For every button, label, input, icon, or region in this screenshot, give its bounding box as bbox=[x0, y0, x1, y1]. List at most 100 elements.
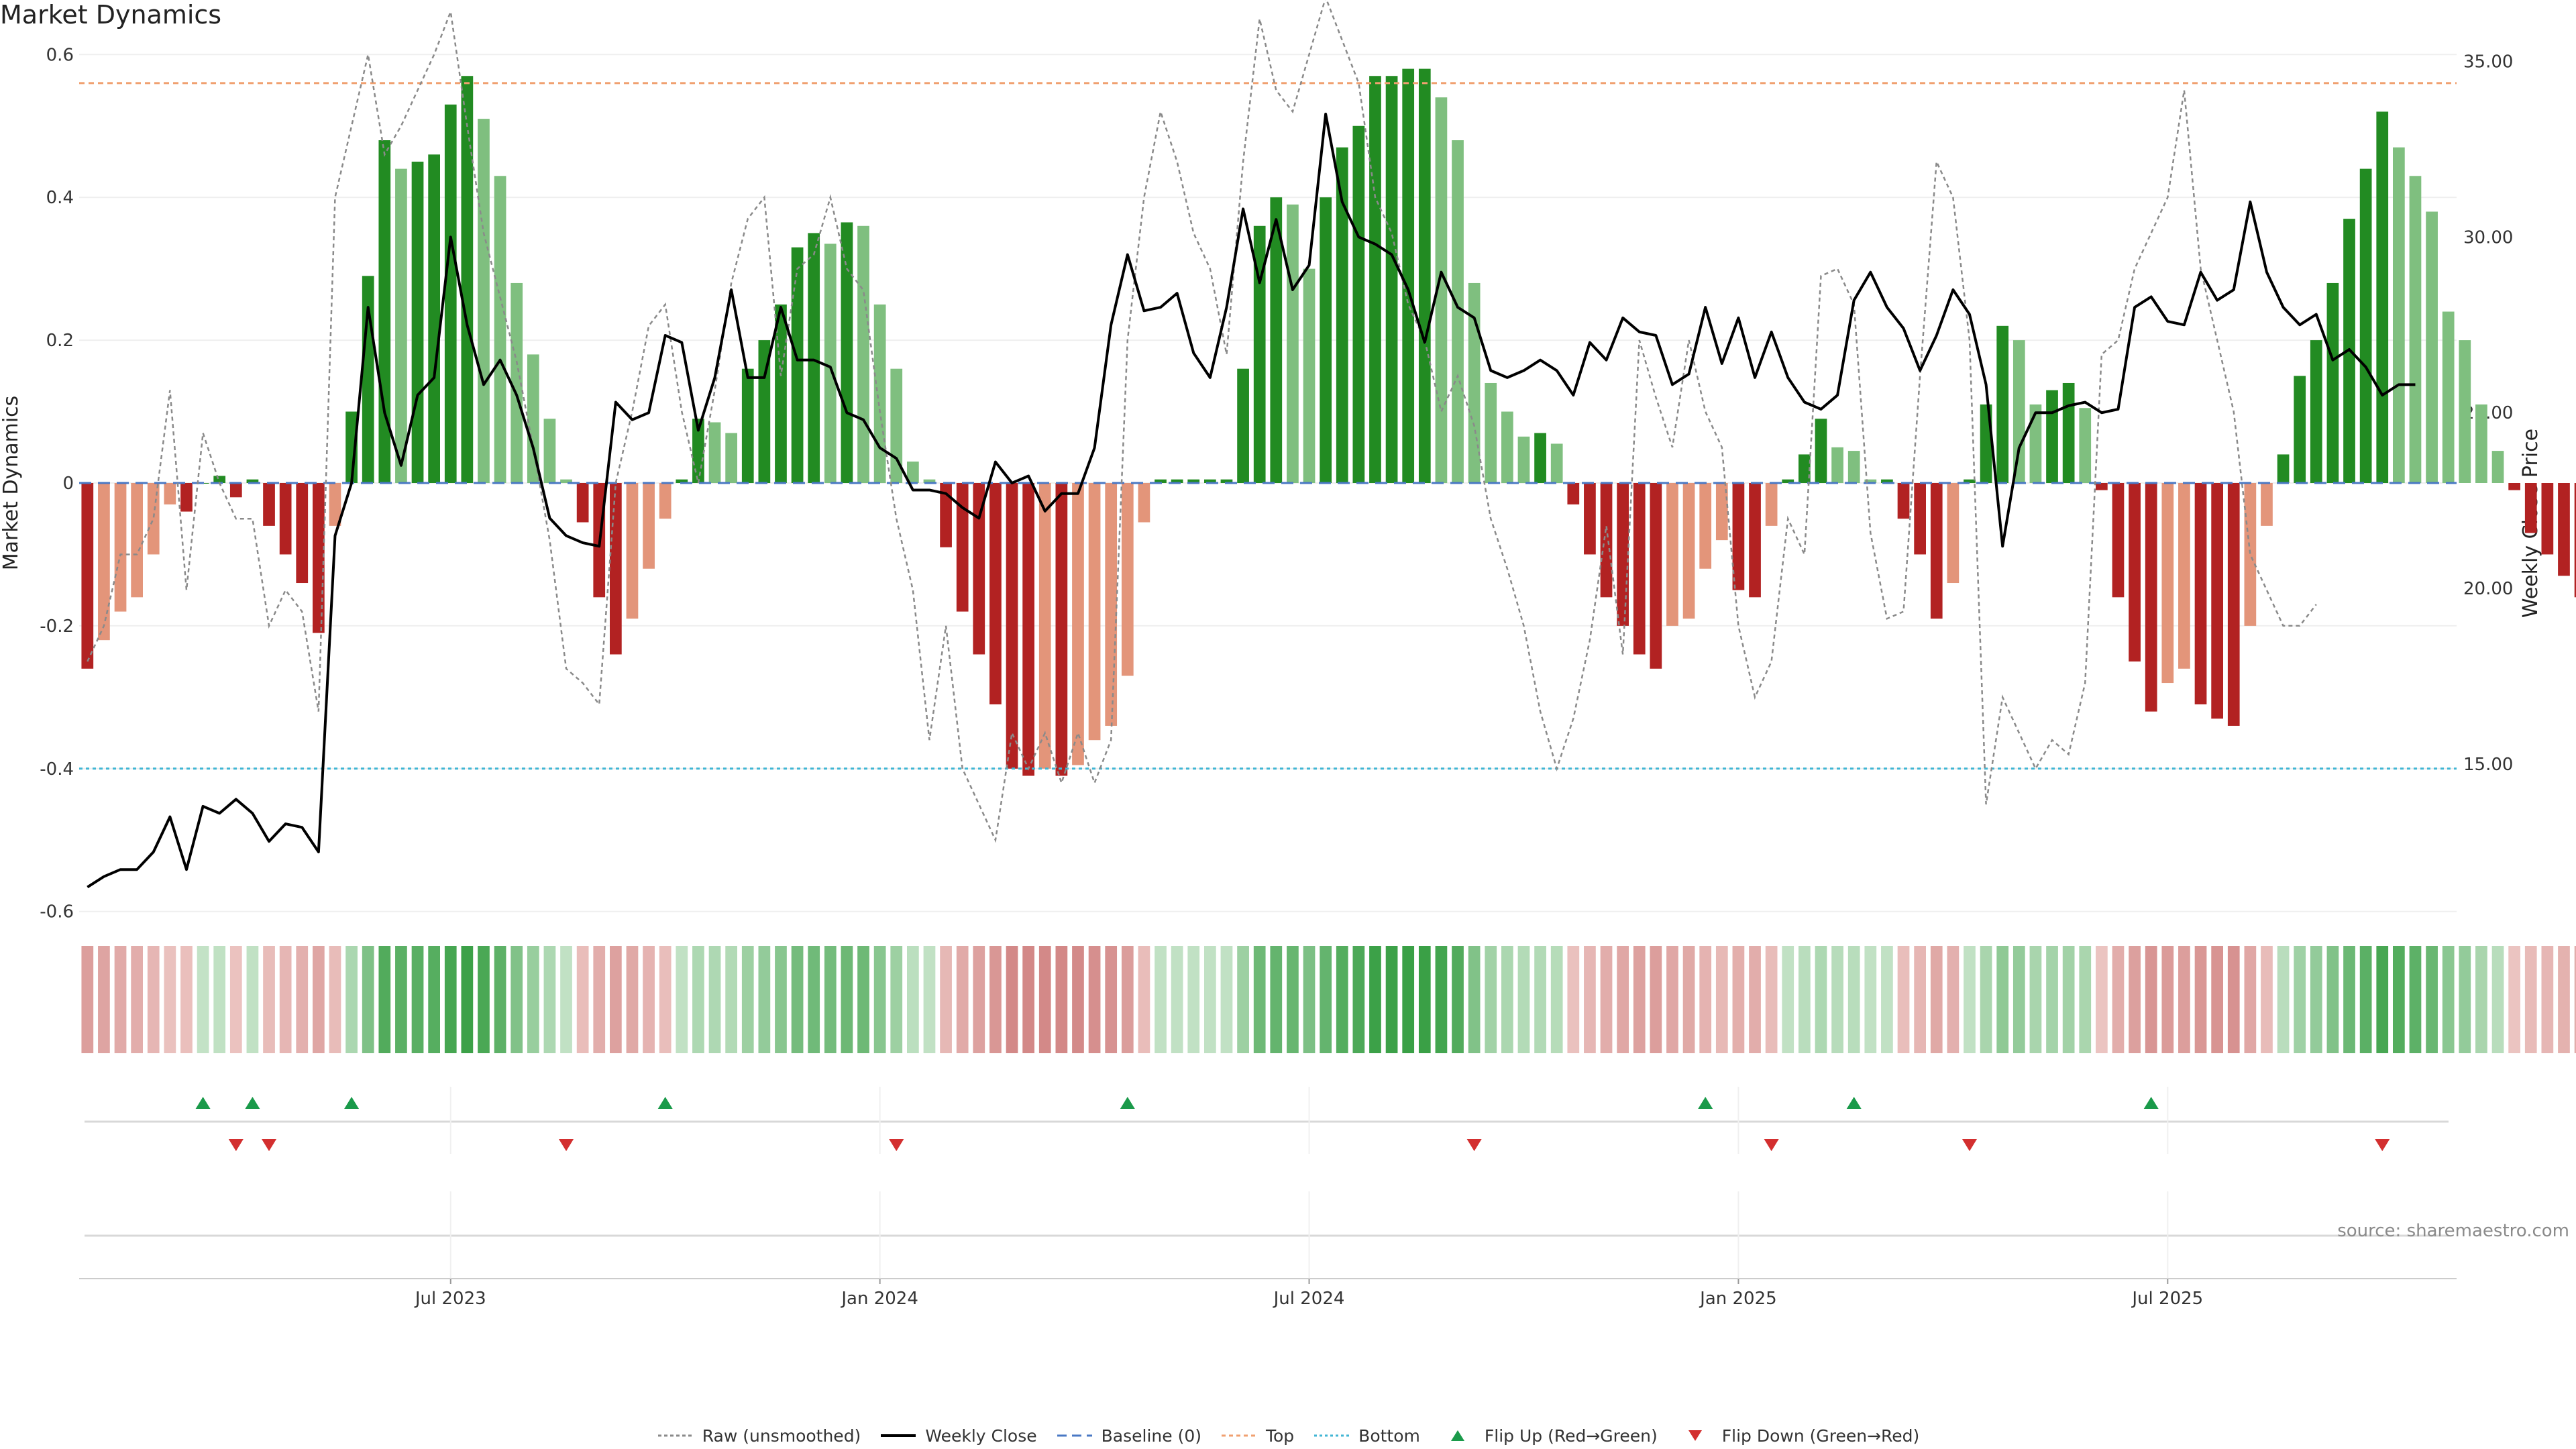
heat-strip-cell bbox=[2012, 946, 2025, 1053]
bar bbox=[1336, 147, 1348, 483]
heat-strip-cell bbox=[1369, 946, 1381, 1053]
heat-strip-cell bbox=[1666, 946, 1678, 1053]
flip-down-marker bbox=[228, 1139, 244, 1151]
heat-strip-cell bbox=[626, 946, 639, 1053]
bar bbox=[1121, 483, 1134, 676]
y2-tick-label: 30.00 bbox=[2463, 227, 2513, 248]
heat-strip-cell bbox=[1732, 946, 1745, 1053]
bar bbox=[2062, 382, 2075, 483]
heat-strip-cell bbox=[494, 946, 506, 1053]
heat-strip-cell bbox=[2376, 946, 2389, 1053]
bar bbox=[2112, 483, 2125, 598]
bar bbox=[147, 483, 160, 555]
heat-strip-cell bbox=[1765, 946, 1778, 1053]
bar bbox=[2508, 483, 2520, 490]
heat-strip-cell bbox=[81, 946, 94, 1053]
heat-strip-cell bbox=[164, 946, 176, 1053]
heat-strip-cell bbox=[263, 946, 275, 1053]
bar bbox=[758, 340, 771, 483]
heat-strip-cell bbox=[1187, 946, 1200, 1053]
bar bbox=[478, 119, 490, 483]
heat-strip-cell bbox=[1567, 946, 1580, 1053]
heat-strip-cell bbox=[1799, 946, 1811, 1053]
heat-strip-cell bbox=[758, 946, 771, 1053]
flip-up-marker bbox=[657, 1097, 673, 1109]
bar bbox=[2310, 340, 2322, 483]
flip-down-marker bbox=[2375, 1139, 2390, 1151]
heat-strip-cell bbox=[1584, 946, 1596, 1053]
flip-up-marker bbox=[195, 1097, 211, 1109]
bar bbox=[923, 479, 936, 483]
bar bbox=[1138, 483, 1150, 523]
bar bbox=[2541, 483, 2554, 555]
bar bbox=[1881, 479, 1893, 483]
heat-strip-cell bbox=[2277, 946, 2290, 1053]
bar bbox=[1204, 479, 1216, 483]
legend-item: Bottom bbox=[1313, 1426, 1420, 1446]
legend-label: Flip Up (Red→Green) bbox=[1484, 1426, 1658, 1446]
heat-strip-cell bbox=[1270, 946, 1283, 1053]
bar bbox=[164, 483, 176, 504]
heat-strip-cell bbox=[2227, 946, 2240, 1053]
bar bbox=[1749, 483, 1761, 598]
heat-strip-cell bbox=[2442, 946, 2455, 1053]
heat-strip-cell bbox=[296, 946, 309, 1053]
heat-strip-cell bbox=[1980, 946, 1992, 1053]
heat-strip-cell bbox=[1287, 946, 1299, 1053]
bar bbox=[808, 233, 820, 483]
legend-label: Bottom bbox=[1358, 1426, 1420, 1446]
heat-strip-cell bbox=[2046, 946, 2058, 1053]
bar bbox=[246, 479, 259, 483]
heat-strip-cell bbox=[229, 946, 242, 1053]
bar bbox=[1237, 368, 1249, 483]
bar bbox=[2459, 340, 2471, 483]
dashed-line-icon bbox=[1057, 1434, 1092, 1437]
bar bbox=[2558, 483, 2570, 576]
bar bbox=[2326, 282, 2339, 483]
heat-strip-cell bbox=[1204, 946, 1216, 1053]
heat-strip-cell bbox=[1352, 946, 1365, 1053]
heat-strip-cell bbox=[923, 946, 936, 1053]
legend-item: Baseline (0) bbox=[1056, 1426, 1201, 1446]
bar bbox=[1287, 204, 1299, 483]
bar bbox=[1155, 479, 1167, 483]
bar bbox=[1930, 483, 1943, 619]
bar bbox=[2294, 376, 2306, 483]
bar bbox=[180, 483, 193, 512]
heat-strip-cell bbox=[246, 946, 259, 1053]
heat-strip-cell bbox=[444, 946, 457, 1053]
bar bbox=[1468, 282, 1481, 483]
legend-label: Baseline (0) bbox=[1101, 1426, 1201, 1446]
bar bbox=[2393, 147, 2405, 483]
flip-down-marker bbox=[559, 1139, 574, 1151]
heat-strip-cell bbox=[1336, 946, 1348, 1053]
heat-strip-cell bbox=[1815, 946, 1827, 1053]
heat-strip-cell bbox=[1847, 946, 1860, 1053]
bar bbox=[1435, 97, 1448, 484]
heat-strip-cell bbox=[1600, 946, 1613, 1053]
dashed-line-icon bbox=[1221, 1434, 1256, 1437]
heat-strip-cell bbox=[593, 946, 606, 1053]
bar bbox=[1088, 483, 1101, 741]
bar bbox=[857, 225, 869, 483]
bar bbox=[1105, 483, 1118, 726]
heat-strip-cell bbox=[1633, 946, 1646, 1053]
heat-strip-cell bbox=[197, 946, 209, 1053]
bar bbox=[1964, 479, 1976, 483]
bar bbox=[643, 483, 655, 569]
bar bbox=[527, 354, 539, 483]
y-tick-label: 0.4 bbox=[46, 188, 74, 208]
bar bbox=[956, 483, 969, 612]
heat-strip-cell bbox=[2261, 946, 2273, 1053]
bar bbox=[1072, 483, 1084, 765]
heat-strip-cell bbox=[1682, 946, 1695, 1053]
source-note: source: sharemaestro.com bbox=[2337, 1221, 2569, 1241]
heat-strip-cell bbox=[1831, 946, 1843, 1053]
bar bbox=[741, 368, 754, 483]
legend-label: Raw (unsmoothed) bbox=[702, 1426, 861, 1446]
heat-strip-cell bbox=[2310, 946, 2322, 1053]
triangle-up-icon bbox=[1450, 1430, 1464, 1441]
heat-strip-cell bbox=[643, 946, 655, 1053]
bar bbox=[2442, 311, 2455, 483]
bar bbox=[1567, 483, 1580, 504]
